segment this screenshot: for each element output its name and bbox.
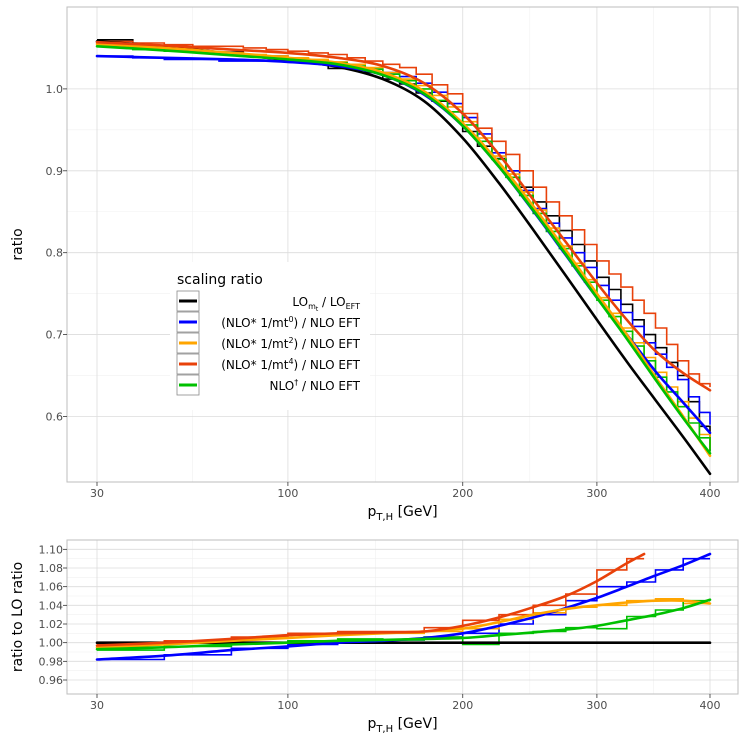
legend-background xyxy=(170,262,370,410)
legend-text: ) / NLO EFT xyxy=(294,358,361,372)
curve-nlo4 xyxy=(95,40,712,392)
bottom-panel: 0.96 0.98 1.00 1.02 1.04 1.06 1.08 1.10 30 100 200… xyxy=(10,539,739,735)
x-axis-label-sub: T,H xyxy=(375,724,393,735)
x-tick-label: 200 xyxy=(452,699,473,712)
y-tick-label: 1.08 xyxy=(39,562,64,575)
legend-text: (NLO* 1/mt xyxy=(221,358,289,372)
data-layer xyxy=(95,39,712,476)
legend-label-nlodag: NLO† / NLO EFT xyxy=(270,378,361,393)
x-tick-label: 30 xyxy=(90,487,104,500)
legend-sup: 0 xyxy=(288,315,293,324)
y-tick-label: 0.8 xyxy=(46,247,64,260)
x-axis-label-unit: [GeV] xyxy=(393,716,437,732)
x-tick-label: 100 xyxy=(277,487,298,500)
legend-text: (NLO* 1/mt xyxy=(221,337,289,351)
curve-nlodag xyxy=(95,45,712,455)
plot-area xyxy=(67,7,738,482)
x-tick-label: 400 xyxy=(700,487,721,500)
top-panel: 0.6 0.7 0.8 0.9 1.0 30 100 200 300 400 pT,H [GeV] r… xyxy=(10,6,739,523)
legend-text: (NLO* 1/mt xyxy=(221,316,289,330)
y-tick-label: 0.6 xyxy=(46,410,64,423)
y-tick-label: 0.98 xyxy=(39,655,64,668)
legend-title: scaling ratio xyxy=(177,272,263,288)
legend-sup: 2 xyxy=(288,336,293,345)
legend-sub: EFT xyxy=(346,302,361,311)
x-axis-label: pT,H [GeV] xyxy=(367,504,437,523)
curve-nlo2 xyxy=(95,599,712,649)
legend-sub: m xyxy=(308,302,316,311)
y-tick-label: 1.04 xyxy=(39,599,64,612)
y-tick-label: 0.96 xyxy=(39,674,64,687)
data-layer xyxy=(95,552,712,661)
y-tick-label: 1.06 xyxy=(39,581,64,594)
legend-label-nlo0: (NLO* 1/mt0) / NLO EFT xyxy=(221,315,360,330)
x-tick-label: 300 xyxy=(586,487,607,500)
y-tick-label: 1.00 xyxy=(39,637,64,650)
y-tick-label: 0.9 xyxy=(46,165,64,178)
curve-nlodag xyxy=(95,598,712,651)
curve-nlo4 xyxy=(95,552,646,647)
legend-sup: 4 xyxy=(288,357,293,366)
legend-text: / NLO EFT xyxy=(298,379,360,393)
x-axis-label-main: p xyxy=(367,716,376,732)
x-tick-label: 300 xyxy=(586,699,607,712)
x-axis-label-unit: [GeV] xyxy=(393,504,437,520)
x-axis-label-sub: T,H xyxy=(375,512,393,523)
y-axis-label: ratio to LO ratio xyxy=(10,562,26,672)
panel-border xyxy=(66,6,739,483)
y-tick-label: 1.02 xyxy=(39,618,64,631)
legend-text: NLO xyxy=(270,379,295,393)
x-tick-label: 200 xyxy=(452,487,473,500)
legend-label-nlo4: (NLO* 1/mt4) / NLO EFT xyxy=(221,357,360,372)
curve-nlo2 xyxy=(95,42,712,458)
legend-text: / LO xyxy=(318,295,345,309)
legend-text: ) / NLO EFT xyxy=(294,316,361,330)
legend-subsub: t xyxy=(316,306,319,313)
x-axis-label: pT,H [GeV] xyxy=(367,716,437,735)
x-tick-label: 400 xyxy=(700,699,721,712)
x-axis-label-main: p xyxy=(367,504,376,520)
legend-text: ) / NLO EFT xyxy=(294,337,361,351)
legend-text: LO xyxy=(292,295,308,309)
legend-sup: † xyxy=(294,378,298,387)
y-tick-label: 1.10 xyxy=(39,543,64,556)
y-tick-label: 0.7 xyxy=(46,329,64,342)
y-tick-label: 1.0 xyxy=(46,83,64,96)
histogram-nlo4 xyxy=(97,40,711,387)
x-tick-label: 30 xyxy=(90,699,104,712)
y-axis-label: ratio xyxy=(10,228,26,260)
legend-label-nlo2: (NLO* 1/mt2) / NLO EFT xyxy=(221,336,360,351)
legend-label-lo: LOmt / LOEFT xyxy=(292,295,360,313)
x-tick-label: 100 xyxy=(277,699,298,712)
panel-border xyxy=(66,539,739,695)
curve-nlo0 xyxy=(95,552,712,661)
